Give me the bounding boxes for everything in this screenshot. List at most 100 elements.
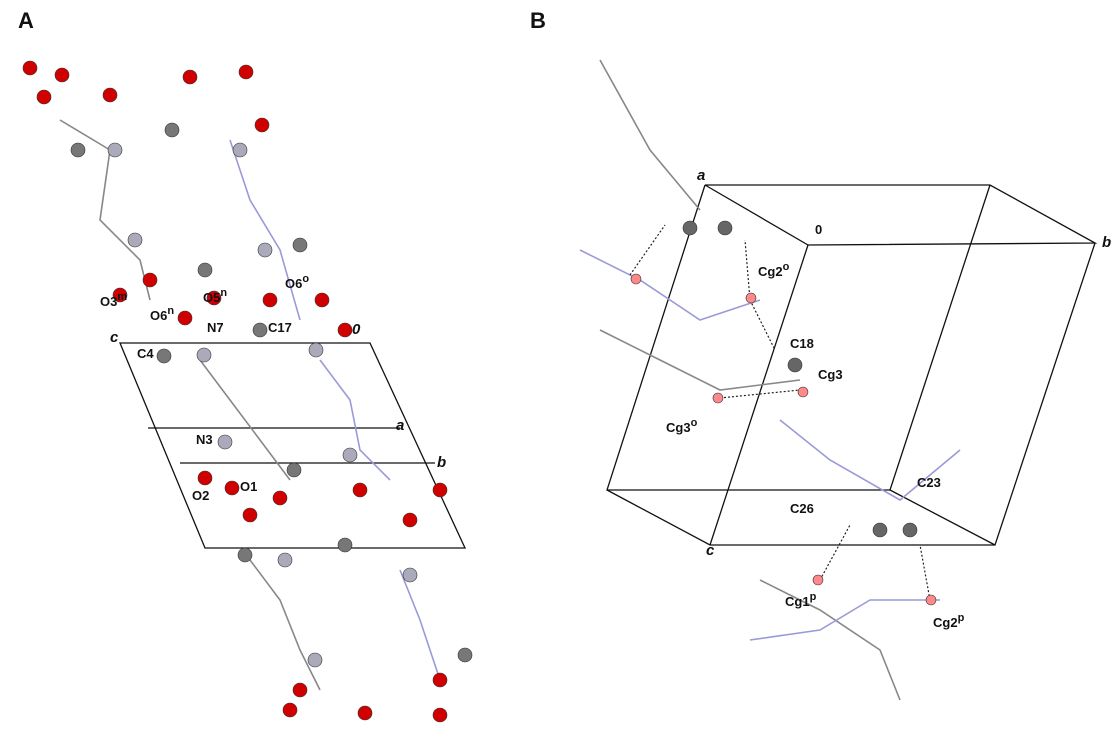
atom xyxy=(273,491,287,505)
panel-label: B xyxy=(530,8,546,33)
label-text: O3 xyxy=(100,294,117,309)
contact xyxy=(920,545,930,600)
atom-label: c xyxy=(706,542,715,559)
contact xyxy=(820,525,850,580)
bond xyxy=(400,570,440,680)
atom xyxy=(309,343,323,357)
label-superscript: n xyxy=(220,287,227,299)
atom-label: N7 xyxy=(207,320,224,335)
atom-label: Cg3o xyxy=(666,417,698,435)
atom xyxy=(713,393,723,403)
atom xyxy=(128,233,142,247)
figure: AO3mO5nO6nO6oN7C170cC4aN3bO1O2Ba0bCg2oC1… xyxy=(0,0,1112,742)
molecules xyxy=(23,60,960,722)
atom xyxy=(315,293,329,307)
bond xyxy=(580,250,760,320)
contact xyxy=(750,300,775,350)
atom xyxy=(683,221,697,235)
label-text: C17 xyxy=(268,320,292,335)
label-text: 0 xyxy=(352,321,361,338)
atom-label: O1 xyxy=(240,479,257,494)
contact xyxy=(630,225,665,275)
atom xyxy=(37,90,51,104)
label-text: Cg2 xyxy=(933,615,958,630)
atom-label: c xyxy=(110,329,119,346)
atom xyxy=(197,348,211,362)
atom xyxy=(798,387,808,397)
atom xyxy=(813,575,823,585)
atom xyxy=(157,349,171,363)
atom xyxy=(103,88,117,102)
label-text: Cg2 xyxy=(758,264,783,279)
label-superscript: o xyxy=(691,417,698,429)
atom xyxy=(55,68,69,82)
label-text: b xyxy=(1102,234,1111,251)
label-text: Cg3 xyxy=(666,420,691,435)
atom-label: Cg2o xyxy=(758,261,790,279)
atom-label: O3m xyxy=(100,291,127,309)
atom xyxy=(293,238,307,252)
atom xyxy=(108,143,122,157)
atom xyxy=(225,481,239,495)
panel-label: A xyxy=(18,8,34,33)
atom xyxy=(283,703,297,717)
label-text: b xyxy=(437,454,446,471)
atom xyxy=(718,221,732,235)
atom xyxy=(358,706,372,720)
atom xyxy=(198,471,212,485)
atom xyxy=(458,648,472,662)
atom xyxy=(253,323,267,337)
label-text: O2 xyxy=(192,488,209,503)
atom-label: O5n xyxy=(203,287,227,305)
atom xyxy=(353,483,367,497)
atom-label: C23 xyxy=(917,475,941,490)
atom xyxy=(233,143,247,157)
bond xyxy=(230,140,300,320)
atom xyxy=(338,323,352,337)
label-superscript: o xyxy=(783,261,790,273)
atom xyxy=(198,263,212,277)
label-superscript: m xyxy=(117,291,127,303)
label-text: O6 xyxy=(150,308,167,323)
label-text: C18 xyxy=(790,336,814,351)
atom xyxy=(278,553,292,567)
atom-label: a xyxy=(396,417,404,434)
atom-label: O6o xyxy=(285,273,309,291)
atom-label: C26 xyxy=(790,501,814,516)
atom xyxy=(287,463,301,477)
atom xyxy=(433,708,447,722)
label-text: O5 xyxy=(203,290,220,305)
label-superscript: o xyxy=(302,273,309,285)
atom-label: Cg3 xyxy=(818,367,843,382)
label-text: O1 xyxy=(240,479,257,494)
atom xyxy=(218,435,232,449)
atom-label: b xyxy=(1102,234,1111,251)
bond xyxy=(600,60,700,210)
bond xyxy=(750,600,940,640)
label-text: N3 xyxy=(196,432,213,447)
bond xyxy=(320,360,390,480)
label-text: O6 xyxy=(285,276,302,291)
label-superscript: p xyxy=(810,591,817,603)
atom-label: O2 xyxy=(192,488,209,503)
atom-label: 0 xyxy=(352,321,361,338)
atom xyxy=(403,513,417,527)
atom xyxy=(178,311,192,325)
contact xyxy=(745,240,750,300)
label-text: a xyxy=(396,417,404,434)
atom-label: C17 xyxy=(268,320,292,335)
label-superscript: n xyxy=(167,305,174,317)
atom xyxy=(183,70,197,84)
atom xyxy=(433,673,447,687)
label-text: Cg3 xyxy=(818,367,843,382)
atom xyxy=(926,595,936,605)
bond xyxy=(200,360,290,480)
atom xyxy=(263,293,277,307)
atom xyxy=(238,548,252,562)
atom xyxy=(239,65,253,79)
atom-label: C4 xyxy=(137,346,154,361)
atom xyxy=(338,538,352,552)
atom xyxy=(243,508,257,522)
bond xyxy=(250,560,320,690)
atom xyxy=(293,683,307,697)
